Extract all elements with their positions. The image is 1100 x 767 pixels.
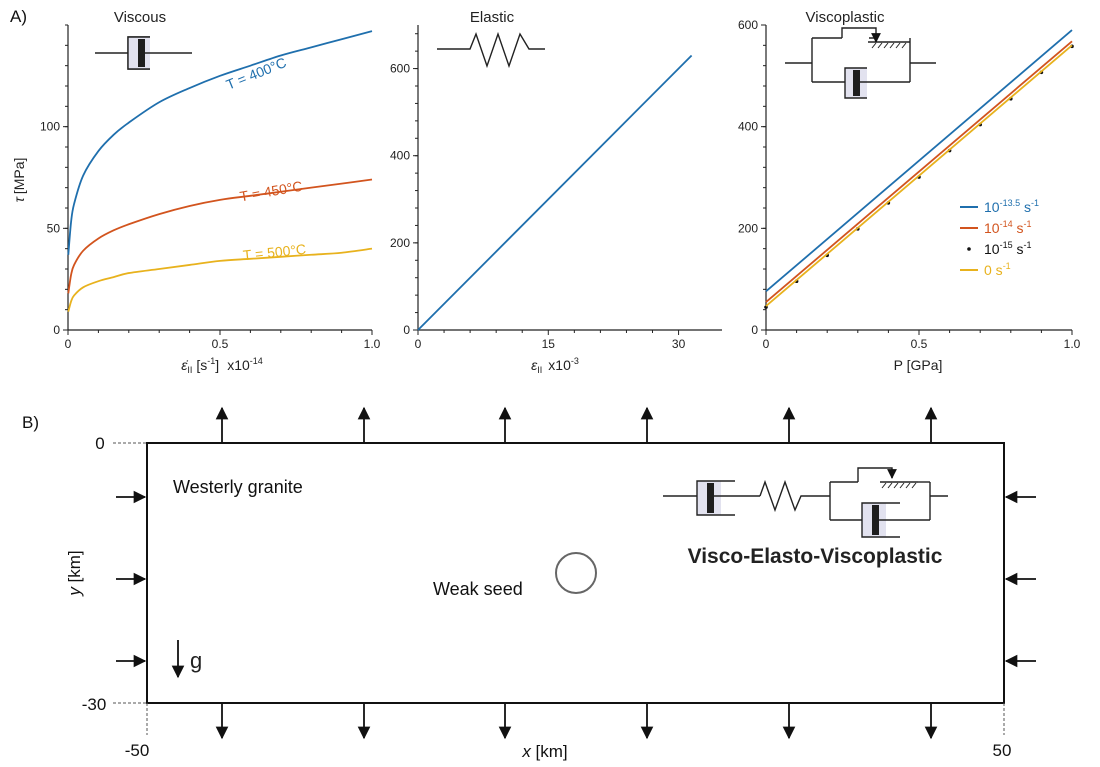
panel-label-b: B): [22, 413, 39, 432]
y-tick-label: 400: [390, 149, 410, 163]
y-tick-label: 0: [751, 323, 758, 337]
rheology-label: Visco-Elasto-Viscoplastic: [688, 545, 943, 568]
x-tick-label: 0: [763, 337, 770, 351]
series-line: [417, 54, 693, 331]
x-axis-label: x [km]: [521, 742, 567, 761]
svg-text:10-13.5 s-1: 10-13.5 s-1: [984, 198, 1039, 215]
y-tick-label: 600: [738, 18, 758, 32]
legend-item: 10-13.5 s-1: [960, 198, 1039, 215]
elastic-axes: 0 15 30 0 200 400 600: [390, 25, 722, 351]
panel-label-a: A): [10, 7, 27, 26]
y-tick-label: 0: [53, 323, 60, 337]
x-tick-label: 0.5: [212, 337, 229, 351]
svg-text:10-15 s-1: 10-15 s-1: [984, 240, 1032, 257]
viscoplastic-axes: 0 0.5 1.0 0 200 400 600: [738, 18, 1081, 351]
elastic-series: [417, 54, 693, 331]
series-label-400: T = 400°C: [224, 54, 289, 93]
viscous-axes: 0 0.5 1.0 0 50 100: [40, 24, 381, 351]
viscoplastic-legend: 10-13.5 s-1 10-14 s-1 10-15 s-1 0 s-1: [960, 198, 1039, 278]
x-min-label: -50: [125, 741, 150, 760]
viscoplastic-element-icon: [785, 27, 936, 99]
viscoplastic-series: [764, 29, 1074, 309]
series-line: [67, 247, 373, 312]
y-tick-label: 200: [738, 221, 758, 235]
svg-text:0 s-1: 0 s-1: [984, 261, 1011, 278]
boundary-arrows: [116, 406, 1036, 740]
viscous-ylabel: τ[MPa]: [11, 158, 27, 203]
series-line: [765, 44, 1073, 307]
x-tick-label: 0: [65, 337, 72, 351]
viscous-chart: Viscous 0 0.5 1.0 0 50 100 T = 400°C T = 450°…: [11, 9, 381, 375]
y-tick-label: 200: [390, 236, 410, 250]
x-max-label: 50: [993, 741, 1012, 760]
elastic-xlabel: εII x10-3: [531, 356, 579, 375]
seed-label: Weak seed: [433, 579, 523, 599]
series-line: [765, 40, 1073, 303]
series-line: [67, 178, 373, 294]
y-tick-label: 0: [403, 323, 410, 337]
legend-item: 10-14 s-1: [960, 219, 1032, 236]
x-tick-label: 30: [672, 337, 686, 351]
gravity-label: g: [190, 648, 202, 673]
legend-item: 0 s-1: [960, 261, 1011, 278]
dashpot-icon: [95, 36, 192, 70]
y-top-label: 0: [95, 434, 104, 453]
y-tick-label: 50: [47, 221, 61, 235]
model-setup-diagram: 0 -30 -50 50 x [km] y [km] Westerly gran…: [65, 406, 1036, 761]
rheology-series-icon: [663, 467, 948, 538]
viscous-series: [67, 30, 373, 312]
x-tick-label: 1.0: [1064, 337, 1081, 351]
svg-text:10-14 s-1: 10-14 s-1: [984, 219, 1032, 236]
y-tick-label: 100: [40, 120, 60, 134]
x-tick-label: 1.0: [364, 337, 381, 351]
y-axis-label: y [km]: [65, 550, 84, 596]
viscous-xlabel: ε̇II [s-1] x10-14: [181, 356, 263, 375]
viscous-title: Viscous: [114, 9, 166, 26]
model-domain-box: [146, 442, 1005, 704]
viscoplastic-title: Viscoplastic: [806, 9, 885, 26]
series-label-500: T = 500°C: [242, 241, 307, 264]
y-tick-label: 600: [390, 62, 410, 76]
x-tick-label: 0: [415, 337, 422, 351]
x-tick-label: 15: [542, 337, 556, 351]
weak-seed-circle: [555, 552, 597, 594]
legend-item: 10-15 s-1: [967, 240, 1032, 257]
y-bottom-label: -30: [82, 695, 107, 714]
elastic-title: Elastic: [470, 9, 515, 26]
y-tick-label: 400: [738, 120, 758, 134]
series-line: [67, 30, 373, 255]
elastic-chart: Elastic 0 15 30 0 200 400 600 εII x10-3: [390, 9, 722, 375]
series-line: [765, 29, 1073, 293]
material-label: Westerly granite: [173, 477, 303, 497]
x-tick-label: 0.5: [911, 337, 928, 351]
series-label-450: T = 450°C: [239, 178, 304, 205]
viscoplastic-xlabel: P [GPa]: [894, 357, 943, 373]
spring-icon: [437, 31, 545, 69]
